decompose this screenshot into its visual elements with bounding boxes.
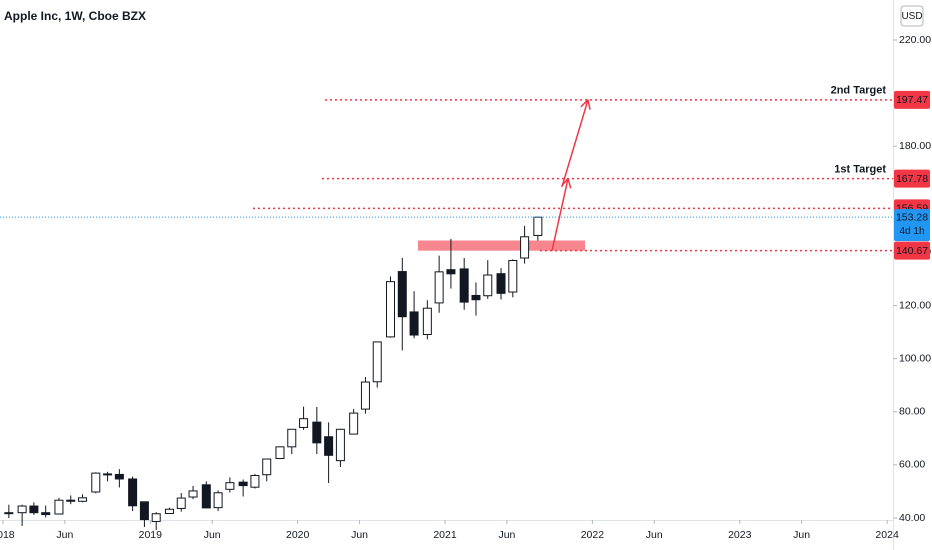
candle-body xyxy=(372,341,382,383)
candle-body xyxy=(422,307,432,336)
y-tick-label: 180.00 xyxy=(899,140,931,152)
target-label: 2nd Target xyxy=(831,85,887,97)
candle-body xyxy=(164,508,174,514)
candle-body xyxy=(213,492,223,509)
candle-body xyxy=(483,274,493,297)
level-price-box xyxy=(894,90,930,109)
candle-body xyxy=(201,484,211,509)
x-tick-label: 2020 xyxy=(286,529,310,541)
arrow xyxy=(561,99,589,187)
candle-body xyxy=(287,428,297,448)
candle-body xyxy=(520,236,530,259)
candle-body xyxy=(114,473,124,480)
x-tick-label: 2018 xyxy=(0,529,15,541)
candle-body xyxy=(409,311,419,336)
candle-body xyxy=(471,294,481,301)
level-price-label: 167.78 xyxy=(896,173,928,185)
candle-body xyxy=(262,458,272,476)
candle-body xyxy=(299,418,309,428)
candle-body xyxy=(496,273,506,294)
level-price-label: 197.47 xyxy=(896,94,928,106)
candle-body xyxy=(4,512,14,515)
candle-body xyxy=(41,512,51,516)
candle-body xyxy=(533,216,543,236)
x-tick-label: 2022 xyxy=(581,529,605,541)
target-label: 1st Target xyxy=(834,164,886,176)
level-price-box xyxy=(894,241,930,260)
candle-body xyxy=(66,499,76,502)
x-tick-label: 2019 xyxy=(139,529,163,541)
support-zone xyxy=(418,240,585,251)
x-tick-label: 2023 xyxy=(728,529,752,541)
x-tick-label: Jun xyxy=(204,529,221,541)
currency[interactable]: USD xyxy=(901,11,922,22)
candle-body xyxy=(360,381,370,410)
y-tick-label: 80.00 xyxy=(899,406,925,418)
level-price-label: 140.67 xyxy=(896,245,928,257)
candle-body xyxy=(91,472,101,493)
chart-title: Apple Inc, 1W, Cboe BZX xyxy=(4,9,146,23)
candle-body xyxy=(434,271,444,304)
candle-body xyxy=(29,505,39,514)
candle-body xyxy=(446,269,456,275)
x-tick-label: Jun xyxy=(646,529,663,541)
candle-body xyxy=(386,281,396,338)
candle-body xyxy=(78,497,88,502)
x-tick-label: Jun xyxy=(351,529,368,541)
y-tick-label: 100.00 xyxy=(899,352,931,364)
y-tick-label: 60.00 xyxy=(899,459,925,471)
candle-body xyxy=(275,446,285,460)
last-price-box xyxy=(894,209,930,242)
candle-body xyxy=(335,428,345,462)
currency-box[interactable] xyxy=(900,5,924,27)
x-tick-label: Jun xyxy=(793,529,810,541)
candle-body xyxy=(238,481,248,487)
candle-body xyxy=(17,505,27,514)
candle-body xyxy=(349,412,359,435)
arrow-head xyxy=(567,178,572,189)
candle-body xyxy=(225,482,235,490)
candle-body xyxy=(176,497,186,509)
candle-body xyxy=(324,436,334,456)
candle-body xyxy=(128,478,138,507)
arrow-head xyxy=(587,99,591,110)
arrow-head xyxy=(580,99,589,108)
candle-body xyxy=(54,499,64,515)
x-tick-label: Jun xyxy=(56,529,73,541)
candle-body xyxy=(397,271,407,318)
candle-body xyxy=(139,501,149,521)
candle-body xyxy=(459,268,469,303)
candle-body xyxy=(250,475,260,488)
y-tick-label: 220.00 xyxy=(899,34,931,46)
y-tick-label: 40.00 xyxy=(899,512,925,524)
countdown-label: 4d 1h xyxy=(899,226,924,237)
candle-body xyxy=(188,490,198,498)
candle-body xyxy=(103,473,113,476)
x-tick-label: 2024 xyxy=(875,529,899,541)
candle-body xyxy=(508,260,518,293)
x-tick-label: Jun xyxy=(498,529,515,541)
x-tick-label: 2021 xyxy=(433,529,457,541)
candle-body xyxy=(312,421,322,444)
candle-body xyxy=(151,513,161,522)
level-price-box xyxy=(894,169,930,188)
arrow xyxy=(551,178,569,251)
y-tick-label: 120.00 xyxy=(899,299,931,311)
last-price-label: 153.28 xyxy=(896,211,928,223)
